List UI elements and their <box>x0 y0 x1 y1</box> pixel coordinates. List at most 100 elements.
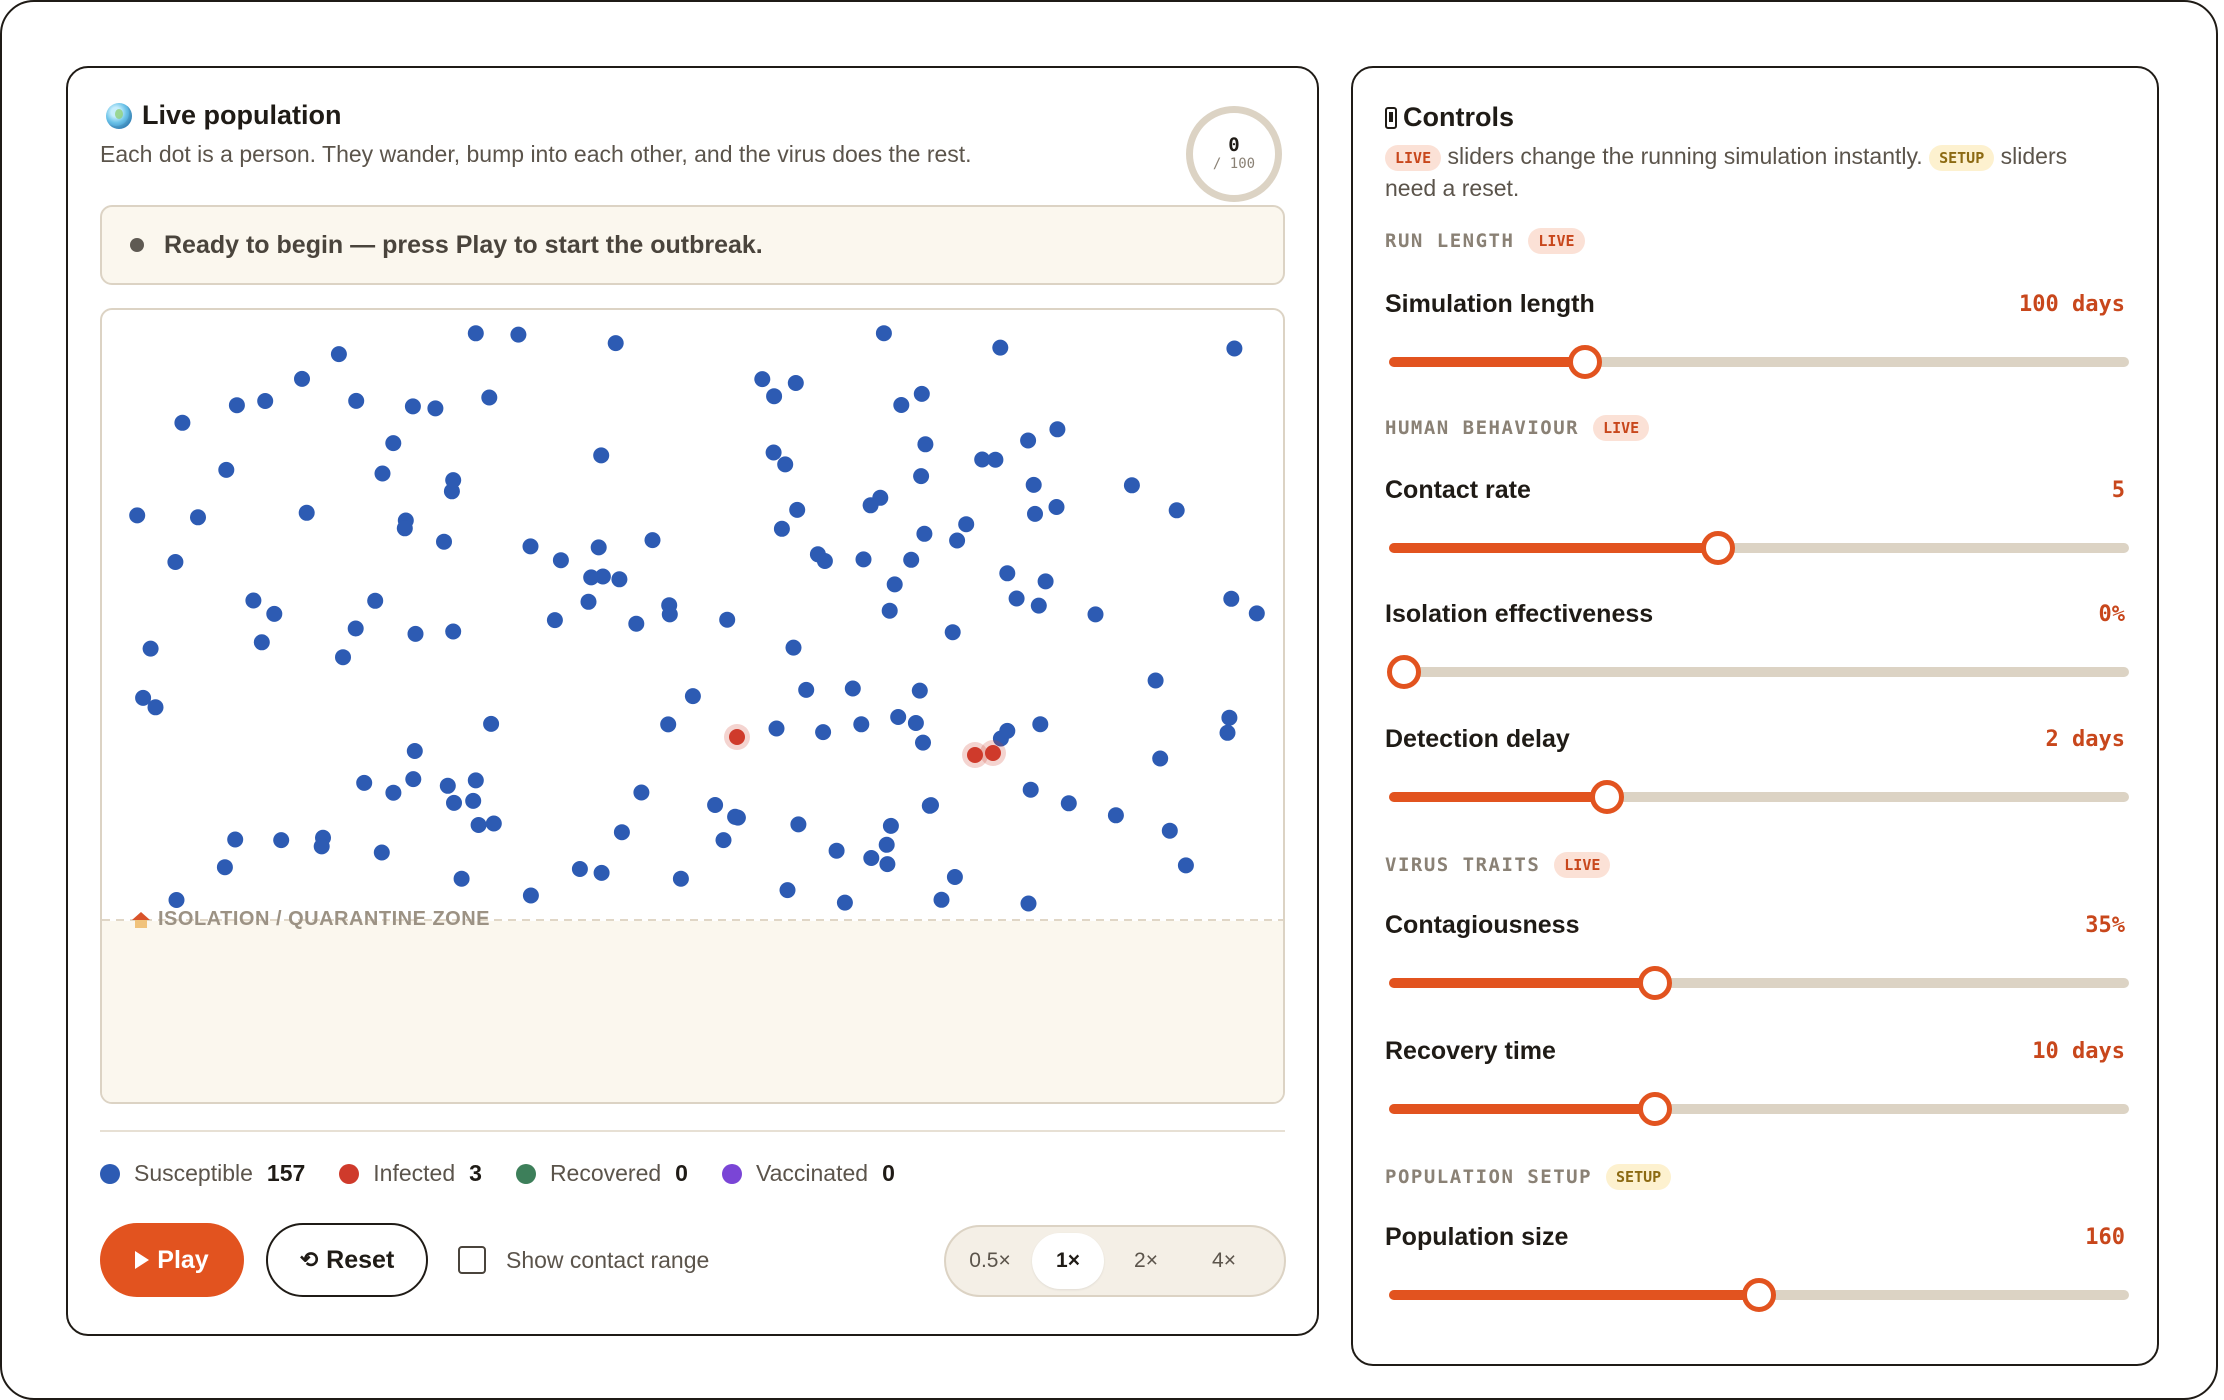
population-canvas <box>102 325 1283 1102</box>
recovery-time-thumb[interactable] <box>1638 1092 1673 1126</box>
contact-rate-slider[interactable] <box>1389 531 2129 565</box>
susceptible-person-dot <box>974 451 991 468</box>
susceptible-person-dot <box>1226 340 1243 357</box>
susceptible-person-dot <box>467 772 484 789</box>
susceptible-person-dot <box>644 532 661 549</box>
recovery-time-slider[interactable] <box>1389 1092 2129 1126</box>
susceptible-person-dot <box>216 859 233 876</box>
speed-option-4x[interactable]: 4× <box>1212 1249 1236 1272</box>
susceptible-person-dot <box>546 612 563 629</box>
susceptible-person-dot <box>913 385 930 402</box>
setup-tag: SETUP <box>1929 144 1995 171</box>
susceptible-person-dot <box>427 400 444 417</box>
susceptible-person-dot <box>1032 716 1049 733</box>
susceptible-person-dot <box>1168 502 1185 519</box>
controls-card: Controls LIVE sliders change the running… <box>1351 66 2159 1366</box>
show-contact-range-toggle[interactable]: Show contact range <box>458 1246 709 1274</box>
simulation-length-slider[interactable] <box>1389 345 2129 379</box>
population-size-fill <box>1389 1290 1759 1300</box>
susceptible-person-dot <box>907 715 924 731</box>
show-contact-range-checkbox[interactable] <box>458 1246 486 1274</box>
contact-rate-thumb[interactable] <box>1701 531 1736 565</box>
susceptible-person-dot <box>367 592 384 609</box>
susceptible-person-dot <box>958 516 975 533</box>
susceptible-dot-icon <box>100 1163 120 1184</box>
susceptible-person-dot <box>872 489 889 506</box>
susceptible-person-dot <box>1008 590 1025 607</box>
population-size-slider[interactable] <box>1389 1278 2129 1312</box>
susceptible-person-dot <box>273 832 290 849</box>
live-population-subtitle: Each dot is a person. They wander, bump … <box>100 141 972 167</box>
speed-option-0-5x[interactable]: 0.5× <box>969 1249 1011 1272</box>
susceptible-person-dot <box>1221 709 1238 726</box>
susceptible-person-dot <box>836 894 853 911</box>
susceptible-person-dot <box>917 436 934 453</box>
simulation-length-label: Simulation length <box>1385 290 1595 318</box>
susceptible-person-dot <box>661 606 678 623</box>
susceptible-person-dot <box>766 388 783 405</box>
susceptible-person-dot <box>583 569 600 586</box>
population-size-thumb[interactable] <box>1742 1278 1776 1312</box>
detection-delay-label: Detection delay <box>1385 725 1570 753</box>
susceptible-person-dot <box>405 771 422 788</box>
section-population-setup: POPULATION SETUP SETUP <box>1385 1164 1672 1190</box>
legend-infected-count: 3 <box>469 1160 482 1186</box>
reset-button[interactable]: ⟲ Reset <box>266 1223 428 1297</box>
simulation-length-value: 100 days <box>2019 292 2125 317</box>
isolation-thumb[interactable] <box>1386 655 1421 689</box>
day-counter-value: 0 <box>1228 134 1240 156</box>
susceptible-person-dot <box>672 870 689 887</box>
legend-vaccinated: Vaccinated 0 <box>721 1160 895 1187</box>
section-population-setup-name: POPULATION SETUP <box>1385 1166 1593 1188</box>
simulation-length-thumb[interactable] <box>1568 345 1603 379</box>
phone-icon <box>1385 106 1397 129</box>
susceptible-person-dot <box>715 832 732 849</box>
speed-option-1x[interactable]: 1× <box>1032 1233 1104 1289</box>
susceptible-person-dot <box>913 468 930 485</box>
susceptible-person-dot <box>385 435 402 452</box>
controls-title: Controls <box>1403 102 1514 132</box>
contagiousness-value: 35% <box>2085 913 2125 938</box>
susceptible-person-dot <box>385 784 402 801</box>
susceptible-person-dot <box>347 620 364 637</box>
isolation-label: Isolation effectiveness <box>1385 600 1654 628</box>
susceptible-person-dot <box>787 375 804 391</box>
contagiousness-slider[interactable] <box>1389 966 2129 1000</box>
simulation-arena[interactable]: ISOLATION / QUARANTINE ZONE <box>100 308 1285 1104</box>
population-size-value: 160 <box>2085 1225 2125 1250</box>
susceptible-person-dot <box>129 507 146 524</box>
detection-delay-slider[interactable] <box>1389 780 2129 814</box>
legend-susceptible-count: 157 <box>266 1160 306 1186</box>
house-icon <box>132 911 150 928</box>
susceptible-person-dot <box>915 734 931 751</box>
susceptible-person-dot <box>396 520 413 537</box>
susceptible-person-dot <box>142 640 159 657</box>
susceptible-person-dot <box>571 861 588 877</box>
susceptible-person-dot <box>1022 781 1039 798</box>
play-button[interactable]: Play <box>100 1223 244 1297</box>
susceptible-person-dot <box>190 509 206 526</box>
section-virus-traits-name: VIRUS TRAITS <box>1385 854 1541 876</box>
susceptible-person-dot <box>863 850 880 866</box>
live-population-title: Live population <box>142 100 342 130</box>
susceptible-person-dot <box>1087 606 1104 623</box>
susceptible-person-dot <box>485 815 502 832</box>
live-tag: LIVE <box>1385 144 1442 171</box>
susceptible-person-dot <box>257 393 274 409</box>
susceptible-person-dot <box>135 689 152 706</box>
susceptible-person-dot <box>510 326 527 343</box>
contagiousness-thumb[interactable] <box>1638 966 1673 1000</box>
susceptible-person-dot <box>1020 895 1037 912</box>
legend-recovered-label: Recovered <box>549 1160 662 1186</box>
detection-delay-thumb[interactable] <box>1590 780 1625 814</box>
speed-option-2x[interactable]: 2× <box>1134 1249 1158 1272</box>
contagiousness-label: Contagiousness <box>1385 911 1580 939</box>
isolation-slider[interactable] <box>1386 655 2129 689</box>
susceptible-person-dot <box>330 346 347 363</box>
susceptible-person-dot <box>253 634 270 651</box>
susceptible-person-dot <box>552 552 569 569</box>
susceptible-person-dot <box>765 444 782 461</box>
susceptible-person-dot <box>779 882 796 899</box>
susceptible-person-dot <box>999 565 1016 582</box>
susceptible-person-dot <box>1123 477 1140 494</box>
